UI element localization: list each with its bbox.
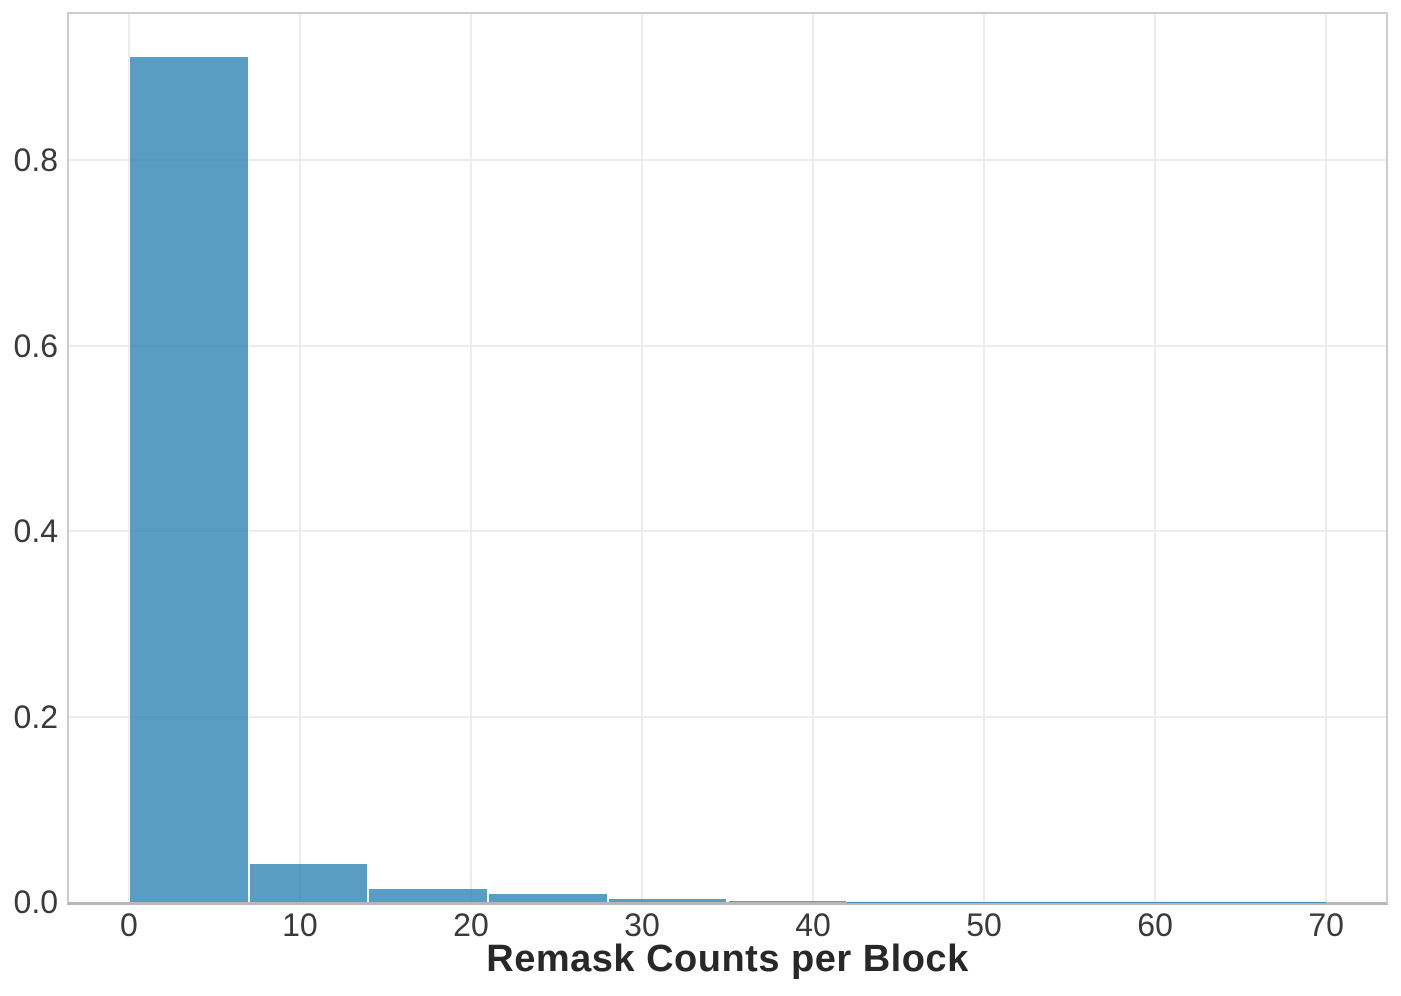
y-tick-label: 0.4 bbox=[13, 513, 58, 550]
y-tick-label: 0.2 bbox=[13, 698, 58, 735]
bars-container bbox=[69, 14, 1386, 902]
histogram-bar bbox=[607, 899, 728, 902]
gridline-horizontal bbox=[69, 530, 1386, 533]
plot-area bbox=[67, 12, 1388, 905]
y-tick-label: 0.6 bbox=[13, 327, 58, 364]
histogram-bar bbox=[727, 901, 848, 902]
x-axis-label: Remask Counts per Block bbox=[486, 938, 969, 980]
x-tick-label: 10 bbox=[282, 907, 318, 943]
histogram-bar bbox=[128, 56, 249, 902]
x-tick-label: 70 bbox=[1308, 907, 1344, 943]
y-tick-label: 0.8 bbox=[13, 142, 58, 179]
gridline-vertical bbox=[469, 14, 472, 902]
gridline-horizontal bbox=[69, 344, 1386, 347]
gridlines bbox=[69, 14, 1386, 902]
gridline-vertical bbox=[640, 14, 643, 902]
histogram-bar bbox=[368, 889, 489, 902]
x-tick-label: 50 bbox=[966, 907, 1002, 943]
x-tick-label: 60 bbox=[1137, 907, 1173, 943]
histogram-bar bbox=[488, 893, 608, 902]
gridline-horizontal bbox=[69, 159, 1386, 162]
histogram-bar bbox=[248, 864, 369, 902]
x-tick-label: 30 bbox=[624, 907, 660, 943]
gridline-vertical bbox=[983, 14, 986, 902]
x-tick-label: 20 bbox=[453, 907, 489, 943]
x-tick-label: 40 bbox=[795, 907, 831, 943]
gridline-horizontal bbox=[69, 715, 1386, 718]
gridline-vertical bbox=[812, 14, 815, 902]
y-tick-label: 0.0 bbox=[13, 884, 58, 920]
gridline-vertical bbox=[1154, 14, 1157, 902]
gridline-vertical bbox=[298, 14, 301, 902]
gridline-vertical bbox=[1325, 14, 1328, 902]
x-tick-label: 0 bbox=[119, 907, 138, 943]
